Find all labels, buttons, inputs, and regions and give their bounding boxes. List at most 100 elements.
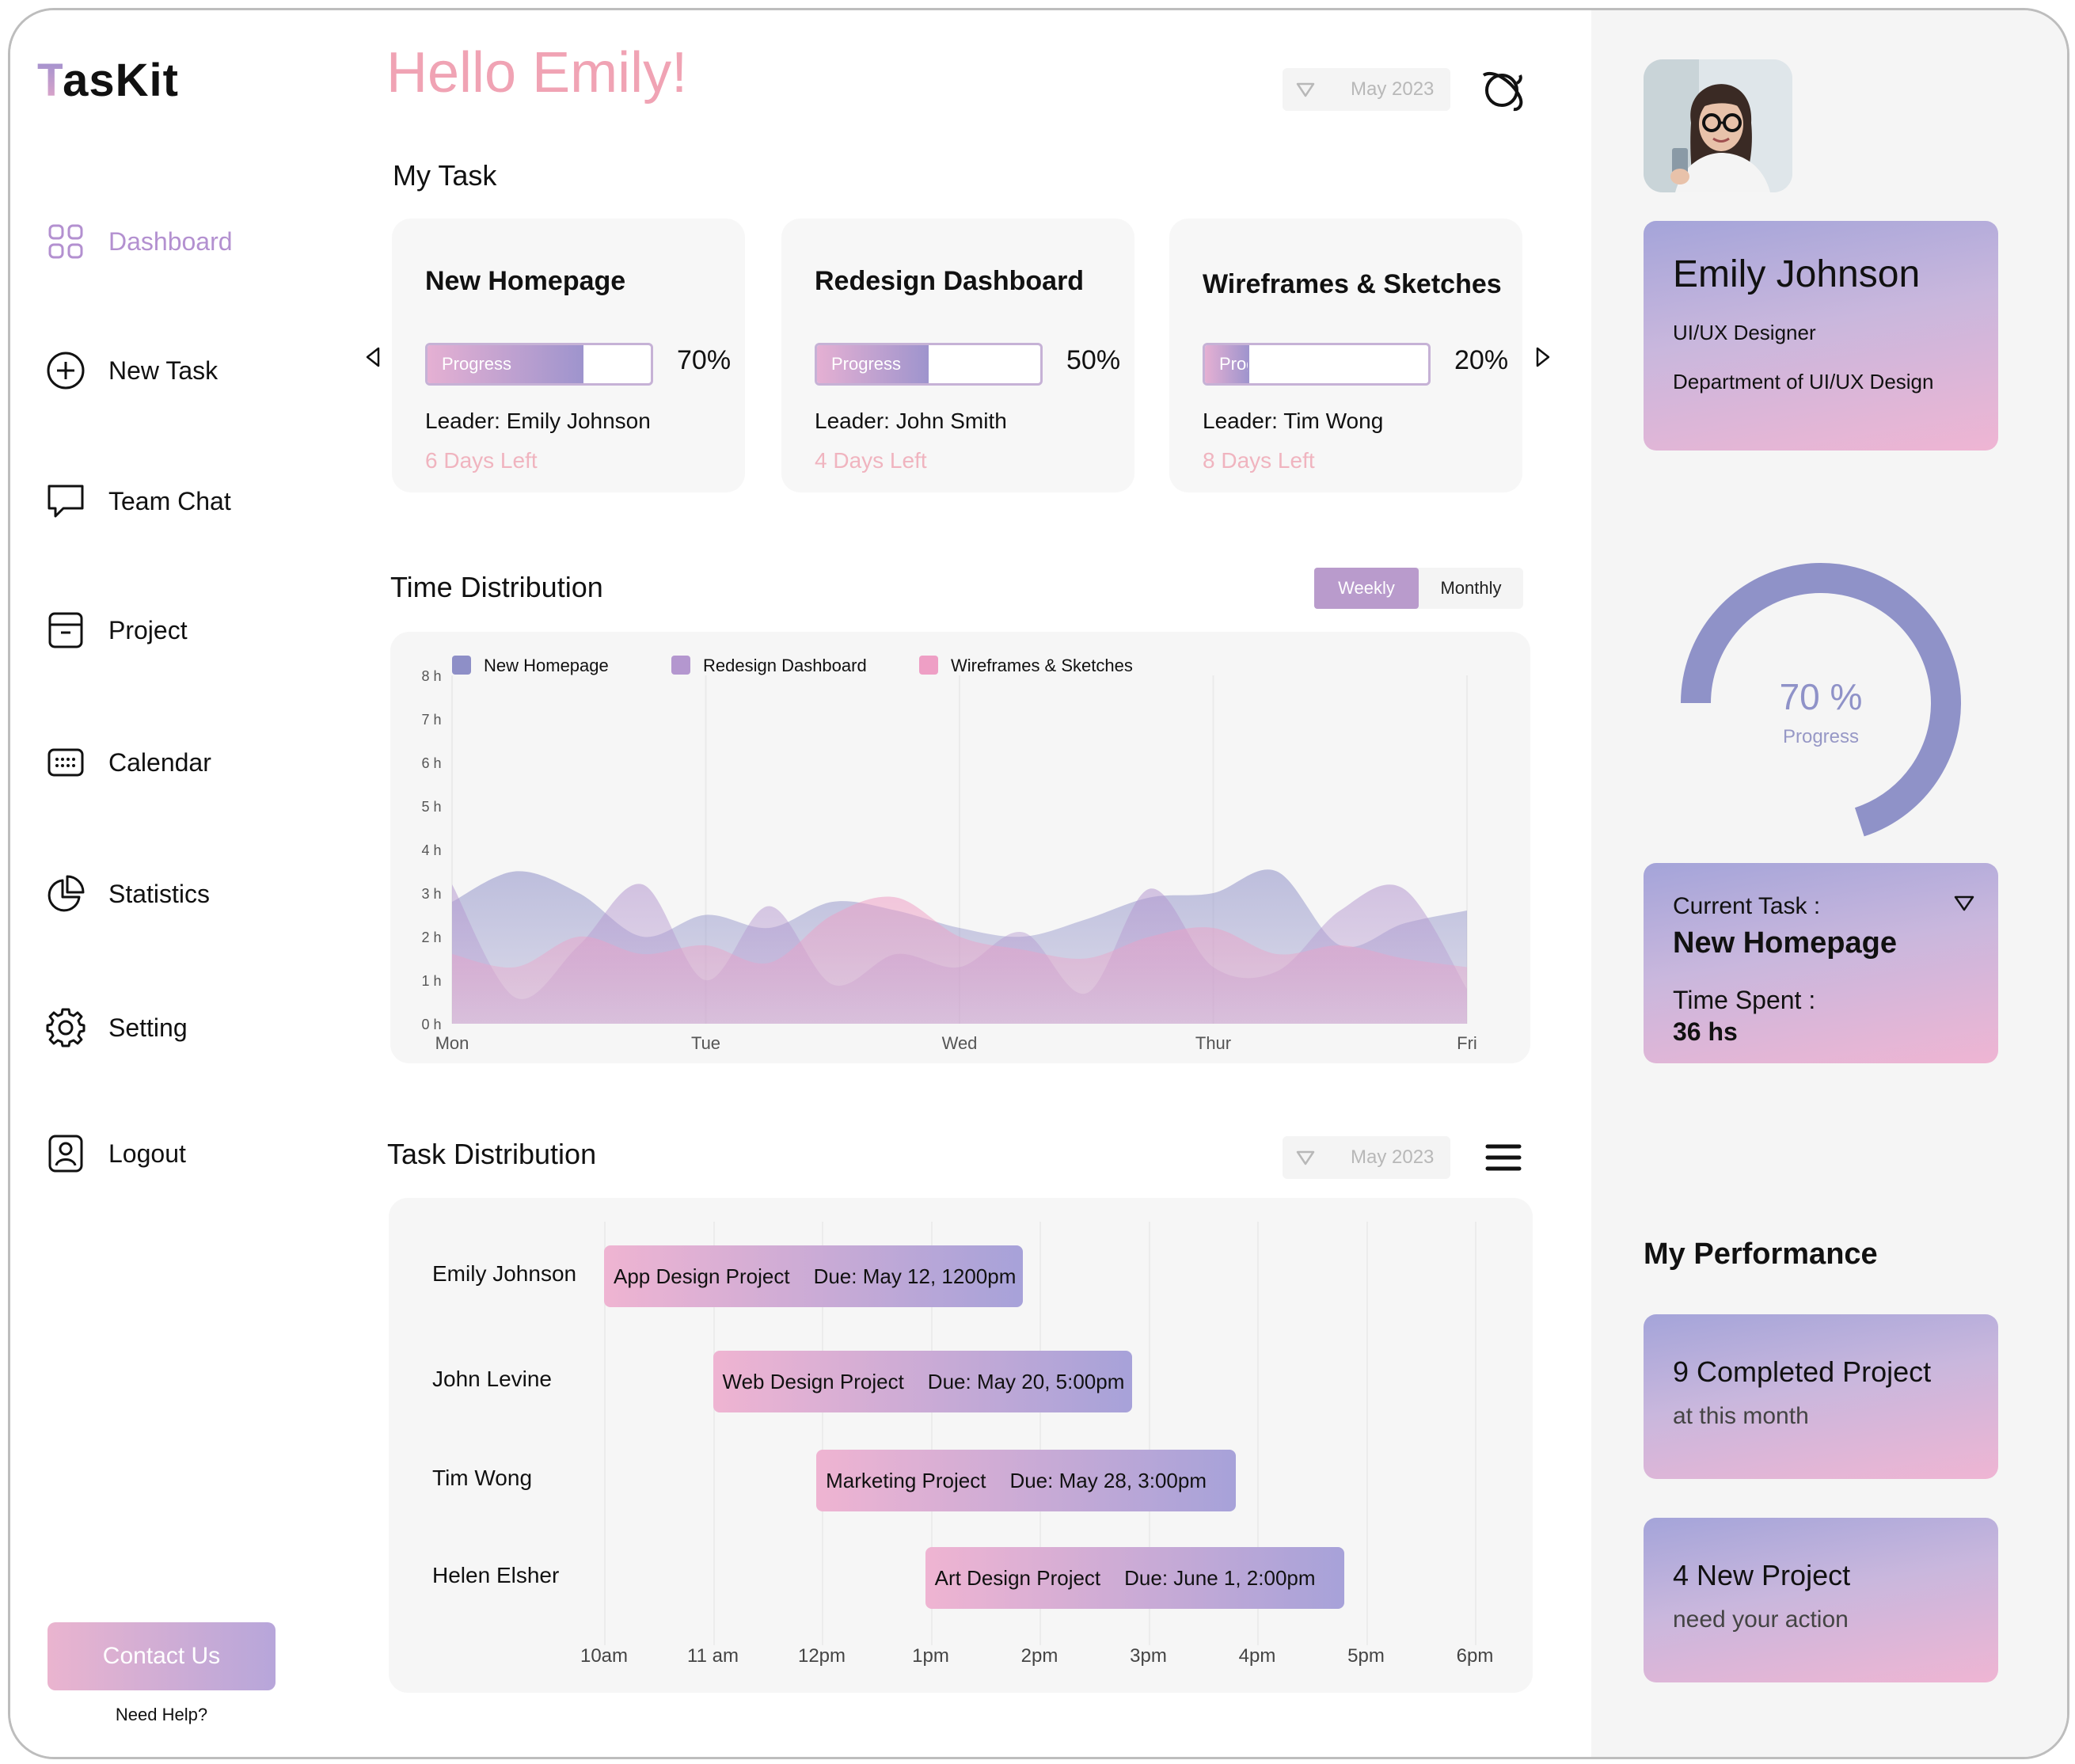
grid-line <box>930 1222 933 1645</box>
legend-label: Wireframes & Sketches <box>951 656 1133 675</box>
task-bar-project: Web Design Project <box>722 1369 904 1393</box>
sidebar-item-label: Team Chat <box>108 486 231 515</box>
x-tick-label: Tue <box>691 1033 720 1053</box>
avatar[interactable] <box>1644 59 1792 192</box>
current-task-card[interactable]: Current Task : New Homepage Time Spent :… <box>1644 863 1998 1063</box>
task-bar[interactable]: App Design Project Due: May 12, 1200pm <box>604 1245 1024 1307</box>
sidebar-item-logout[interactable]: Logout <box>45 1130 186 1177</box>
task-bar-due: Due: June 1, 2:00pm <box>1124 1565 1316 1590</box>
hamburger-icon[interactable] <box>1485 1142 1522 1174</box>
days-left: 6 Days Left <box>425 448 538 473</box>
task-card[interactable]: Wireframes & Sketches Progress 20% Leade… <box>1169 219 1522 492</box>
grid-icon <box>45 221 86 262</box>
next-arrow-icon[interactable] <box>1531 346 1553 368</box>
time-label: 2pm <box>1020 1645 1058 1667</box>
calendar-icon <box>45 742 86 783</box>
weekly-toggle[interactable]: Weekly <box>1314 568 1419 609</box>
date-filter-value: May 2023 <box>1351 78 1435 100</box>
time-label: 6pm <box>1456 1645 1494 1667</box>
person-name: John Levine <box>432 1367 553 1391</box>
progress-fill <box>1205 345 1250 383</box>
sidebar-item-label: New Task <box>108 355 219 385</box>
days-left: 4 Days Left <box>815 448 927 473</box>
page-title: Hello Emily! <box>386 41 688 105</box>
sidebar-item-setting[interactable]: Setting <box>45 1004 188 1051</box>
task-bar-due: Due: May 28, 3:00pm <box>1009 1468 1207 1492</box>
task-bar-due: Due: May 20, 5:00pm <box>927 1369 1125 1393</box>
y-tick-label: 5 h <box>421 799 441 815</box>
progress-bar-label: Progress <box>1219 354 1248 374</box>
sidebar-item-team-chat[interactable]: Team Chat <box>45 477 231 525</box>
my-task-title: My Task <box>393 159 497 192</box>
gear-icon <box>45 1007 86 1048</box>
y-tick-label: 4 h <box>421 842 441 858</box>
task-distribution-title: Task Distribution <box>387 1138 597 1170</box>
progress-fill <box>428 345 584 383</box>
sidebar-item-label: Setting <box>108 1013 188 1042</box>
time-distribution-chart: Mon Tue Wed Thur Fri 0 h 1 h 2 h 3 h 4 h 5 h 6 h 7 h… <box>390 632 1530 1063</box>
y-tick-label: 7 h <box>421 712 441 728</box>
chevron-down-icon[interactable] <box>1952 892 1976 915</box>
sidebar-item-calendar[interactable]: Calendar <box>45 739 211 786</box>
progress-ring-value: 70 % <box>1779 676 1863 717</box>
grid-line <box>1366 1222 1368 1645</box>
grid-line <box>1039 1222 1041 1645</box>
progress-ring-label: Progress <box>1782 726 1860 747</box>
period-toggle: Weekly Monthly <box>1314 568 1523 609</box>
task-bar[interactable]: Art Design Project Due: June 1, 2:00pm <box>925 1547 1344 1609</box>
task-card[interactable]: New Homepage Progress 70% Leader: Emily … <box>392 219 745 492</box>
progress-percent: 70% <box>677 345 732 375</box>
task-distribution-gantt: 10am 11 am 12pm 1pm 2pm 3pm 4pm 5pm 6pm Emily Joh… <box>389 1198 1533 1693</box>
prev-arrow-icon[interactable] <box>363 346 385 368</box>
sidebar-item-dashboard[interactable]: Dashboard <box>45 218 233 265</box>
x-tick-label: Fri <box>1457 1033 1477 1053</box>
profile-name: Emily Johnson <box>1673 253 1921 295</box>
current-task-label: Current Task : <box>1673 893 1821 919</box>
grid-line <box>822 1222 823 1645</box>
time-label: 3pm <box>1130 1645 1167 1667</box>
app-logo[interactable]: TasKit <box>37 55 179 106</box>
person-name: Tim Wong <box>432 1466 533 1490</box>
legend-label: New Homepage <box>484 656 609 675</box>
area-series[interactable] <box>452 896 1467 1024</box>
performance-card[interactable]: 9 Completed Project at this month <box>1644 1314 1998 1479</box>
task-bar[interactable]: Marketing Project Due: May 28, 3:00pm <box>816 1450 1236 1511</box>
task-bar[interactable]: Web Design Project Due: May 20, 5:00pm <box>713 1351 1132 1412</box>
task-leader: Leader: Emily Johnson <box>425 409 651 433</box>
planet-icon[interactable] <box>1477 66 1526 115</box>
task-bar-project: App Design Project <box>614 1264 790 1288</box>
time-label: 4pm <box>1238 1645 1276 1667</box>
task-card[interactable]: Redesign Dashboard Progress 50% Leader: … <box>781 219 1134 492</box>
chat-icon <box>45 481 86 522</box>
progress-percent: 50% <box>1066 345 1121 375</box>
sidebar-item-label: Project <box>108 615 188 644</box>
task-bar-project: Marketing Project <box>826 1468 986 1492</box>
date-filter[interactable]: May 2023 <box>1283 68 1450 111</box>
task-card-title: Wireframes & Sketches <box>1203 269 1502 299</box>
sidebar-item-project[interactable]: Project <box>45 606 188 654</box>
sidebar: TasKit Dashboard New Task Team Chat Proj… <box>10 10 337 1757</box>
sidebar-item-label: Calendar <box>108 747 211 777</box>
date-filter[interactable]: May 2023 <box>1283 1136 1450 1179</box>
grid-line <box>1257 1222 1259 1645</box>
sidebar-item-statistics[interactable]: Statistics <box>45 870 210 918</box>
y-tick-label: 6 h <box>421 755 441 771</box>
legend-swatch <box>671 656 690 675</box>
date-filter-value: May 2023 <box>1351 1146 1435 1168</box>
y-tick-label: 2 h <box>421 930 441 945</box>
sidebar-item-new-task[interactable]: New Task <box>45 347 218 394</box>
task-leader: Leader: Tim Wong <box>1203 409 1384 433</box>
grid-line <box>713 1222 715 1645</box>
monthly-toggle[interactable]: Monthly <box>1440 578 1502 598</box>
performance-main: 9 Completed Project <box>1673 1355 1932 1388</box>
chevron-down-icon <box>1295 79 1316 100</box>
contact-us-button[interactable]: Contact Us <box>48 1622 276 1690</box>
performance-card[interactable]: 4 New Project need your action <box>1644 1518 1998 1682</box>
main-content: Hello Emily! May 2023 My Task New Homepa… <box>337 10 1591 1757</box>
person-name: Helen Elsher <box>432 1563 560 1587</box>
user-badge-icon <box>45 1133 86 1174</box>
progress-bar: Progress <box>425 343 653 386</box>
progress-ring-arc <box>1681 563 1961 837</box>
y-tick-label: 8 h <box>421 668 441 684</box>
task-card-title: New Homepage <box>425 266 626 296</box>
